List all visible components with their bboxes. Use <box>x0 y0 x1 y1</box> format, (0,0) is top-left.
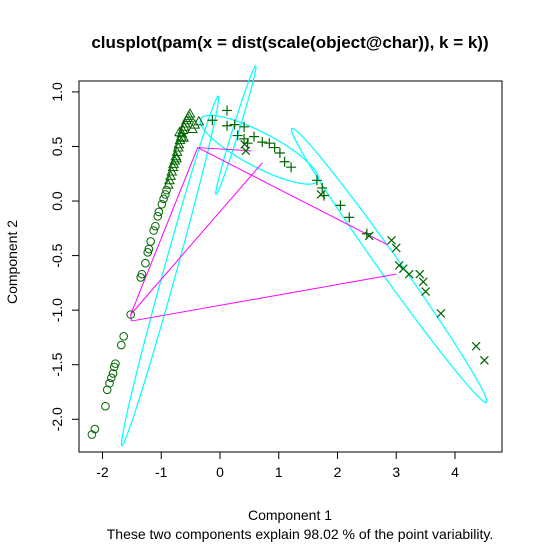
data-point-cross <box>421 287 431 297</box>
y-tick-label: -0.5 <box>49 243 65 267</box>
data-point-cross <box>471 341 481 351</box>
x-tick-label: -2 <box>96 464 109 480</box>
data-point-plus <box>249 131 260 142</box>
data-point-cross <box>316 190 326 199</box>
data-point-triangle <box>178 121 190 131</box>
data-point-plus <box>274 148 285 159</box>
data-point-cross <box>391 243 401 253</box>
data-point-plus <box>239 121 250 132</box>
data-point-circle <box>154 207 164 217</box>
x-tick-label: 2 <box>334 464 342 480</box>
data-point-circle <box>90 424 100 434</box>
plot-area: -2 -1 0 1 2 3 4 -2.0 -1.5 -1.0 -0.5 0.0 0.5 1.0 <box>49 65 503 480</box>
x-tick-label: -1 <box>155 464 168 480</box>
data-point-plus <box>317 182 328 193</box>
data-point-cross <box>479 355 489 365</box>
data-point-circle <box>111 359 120 368</box>
chart-title: clusplot(pam(x = dist(scale(object@char)… <box>91 33 488 52</box>
data-point-circle <box>101 401 110 411</box>
data-point-cross <box>404 269 414 279</box>
data-point-triangle <box>179 117 191 128</box>
data-point-circle <box>162 185 171 195</box>
x-tick-label: 4 <box>451 464 459 480</box>
data-point-cross <box>364 231 374 241</box>
cluster-connector-line <box>131 273 397 322</box>
data-point-triangle <box>172 141 184 152</box>
cluster-connector-line <box>197 147 252 152</box>
data-point-triangle <box>178 132 190 142</box>
data-point-plus <box>335 200 346 211</box>
data-point-triangle <box>171 152 182 163</box>
cluster-connector-line <box>197 147 388 246</box>
cluster-connector-line <box>130 147 199 315</box>
cluster-connector-line <box>130 162 263 315</box>
data-point-circle <box>159 194 168 204</box>
data-point-cross <box>241 146 251 156</box>
data-point-circle <box>126 310 135 319</box>
cluster-connector-line <box>130 314 132 322</box>
data-point-circle <box>153 212 163 221</box>
data-point-plus <box>229 119 240 130</box>
data-point-circle <box>119 332 128 341</box>
data-point-circle <box>146 237 155 246</box>
data-point-plus <box>257 137 268 148</box>
data-point-plus <box>264 138 275 149</box>
data-point-triangle <box>189 119 201 129</box>
data-point-plus <box>344 212 355 223</box>
cluster-ellipse <box>120 95 220 447</box>
data-point-cross <box>387 235 396 245</box>
data-point-circle <box>87 430 97 439</box>
data-point-triangle <box>167 161 179 172</box>
plot-frame <box>78 80 503 453</box>
y-tick-label: 0.0 <box>49 191 65 211</box>
data-point-plus <box>222 120 233 131</box>
data-point-plus <box>232 130 243 141</box>
data-point-plus <box>207 115 218 126</box>
data-point-circle <box>108 369 118 378</box>
y-tick-label: -2.0 <box>49 407 65 431</box>
data-point-plus <box>311 175 322 186</box>
data-point-cross <box>415 269 425 279</box>
data-point-triangle <box>168 158 180 168</box>
data-point-plus <box>286 162 297 173</box>
data-point-triangle <box>193 115 205 126</box>
data-point-triangle <box>184 108 196 118</box>
data-point-cross <box>436 308 446 318</box>
y-tick-label: -1.0 <box>49 298 65 322</box>
data-point-circle <box>161 190 170 199</box>
cluster-ellipse <box>290 127 488 404</box>
x-tick-label: 1 <box>275 464 283 480</box>
x-axis-label: Component 1 <box>248 507 332 523</box>
data-point-circle <box>141 258 150 268</box>
x-tick-label: 0 <box>216 464 224 480</box>
data-point-circle <box>151 221 160 231</box>
data-point-plus <box>222 105 233 116</box>
data-point-circle <box>107 373 116 383</box>
data-point-circle <box>105 378 114 388</box>
data-point-triangle <box>174 126 185 137</box>
chart-subtitle: These two components explain 98.02 % of … <box>107 526 494 542</box>
data-point-plus <box>269 142 280 153</box>
y-tick-label: 1.0 <box>49 82 65 102</box>
data-point-plus <box>279 156 290 167</box>
data-point-circle <box>149 226 158 235</box>
data-point-circle <box>117 340 126 350</box>
y-axis-label: Component 2 <box>4 220 20 304</box>
y-tick-label: -1.5 <box>49 352 65 376</box>
y-tick-label: 0.5 <box>49 137 65 157</box>
data-point-cross <box>418 277 428 287</box>
data-point-circle <box>157 200 167 209</box>
x-tick-label: 3 <box>392 464 400 480</box>
data-point-circle <box>137 269 147 279</box>
data-point-triangle <box>174 134 186 144</box>
cluster-ellipse <box>215 65 257 196</box>
